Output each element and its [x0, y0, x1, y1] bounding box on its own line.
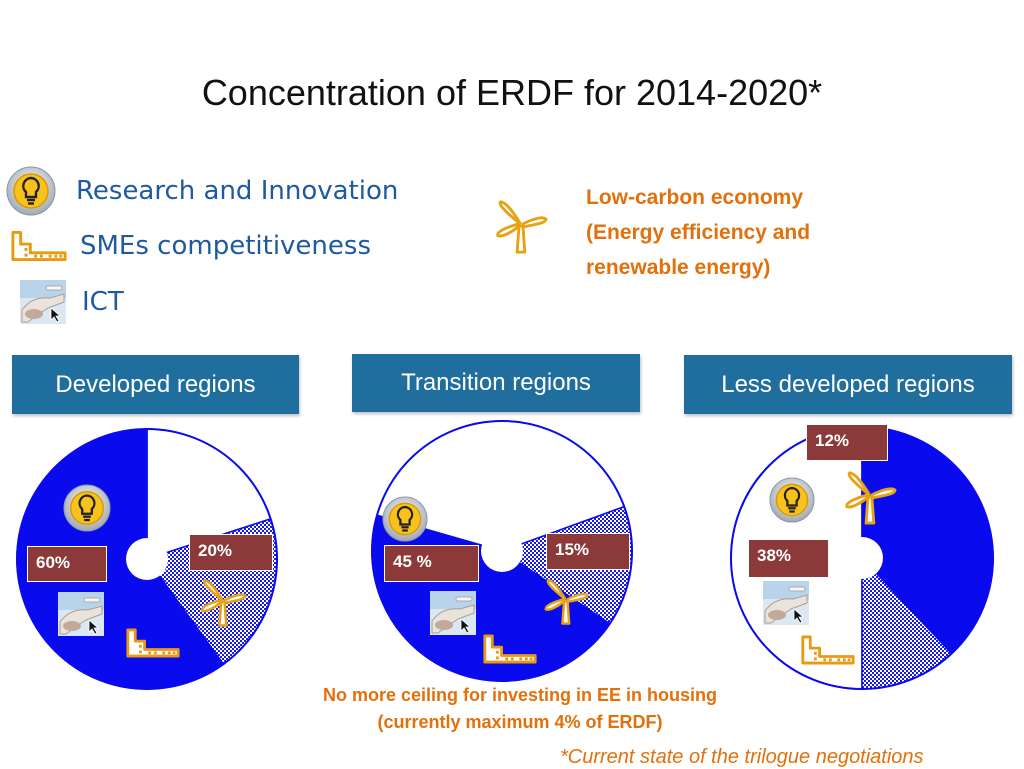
ict-photo-icon — [763, 581, 809, 625]
footnote: *Current state of the trilogue negotiati… — [560, 746, 924, 768]
legend-low-carbon-line3: renewable energy) — [586, 256, 771, 279]
pie-outline — [371, 420, 633, 682]
chart-title-developed: Developed regions — [12, 355, 299, 414]
legend-ict-label: ICT — [82, 287, 124, 317]
pie-center-hole — [126, 538, 168, 580]
bottom-note-line1: No more ceiling for investing in EE in h… — [322, 685, 718, 705]
lightbulb-icon — [63, 484, 111, 532]
lightbulb-icon — [382, 496, 428, 542]
data-label-developed-low-carbon: 20% — [189, 534, 273, 571]
pie-center-hole — [481, 530, 523, 572]
ict-photo-icon — [58, 592, 104, 636]
data-label-less-developed-main: 38% — [748, 539, 829, 578]
page-title: Concentration of ERDF for 2014-2020* — [201, 72, 823, 113]
legend-research: Research and Innovation — [6, 166, 398, 216]
legend-research-label: Research and Innovation — [76, 176, 399, 206]
lightbulb-icon — [769, 477, 815, 523]
legend-low-carbon-line1: Low-carbon economy — [586, 186, 804, 209]
chart-title-less-developed: Less developed regions — [684, 355, 1012, 414]
legend-low-carbon-line2: (Energy efficiency and — [586, 221, 811, 244]
pie-center-hole — [841, 537, 883, 579]
legend-smes-label: SMEs competitiveness — [80, 231, 371, 261]
bottom-note: No more ceiling for investing in EE in h… — [260, 682, 780, 736]
chart-title-transition: Transition regions — [352, 354, 640, 412]
pie-outline — [16, 428, 278, 690]
legend-low-carbon: Low-carbon economy (Energy efficiency an… — [586, 180, 886, 285]
data-label-developed-main: 60% — [27, 546, 107, 582]
data-label-transition-low-carbon: 15% — [546, 533, 630, 570]
bottom-note-line2: (currently maximum 4% of ERDF) — [377, 712, 663, 732]
legend-smes: SMEs competitiveness — [10, 229, 371, 263]
data-label-less-developed-low-carbon: 12% — [806, 424, 888, 461]
data-label-transition-main: 45 % — [384, 545, 479, 582]
legend-ict: ICT — [20, 280, 124, 324]
ict-photo-icon — [430, 591, 476, 635]
